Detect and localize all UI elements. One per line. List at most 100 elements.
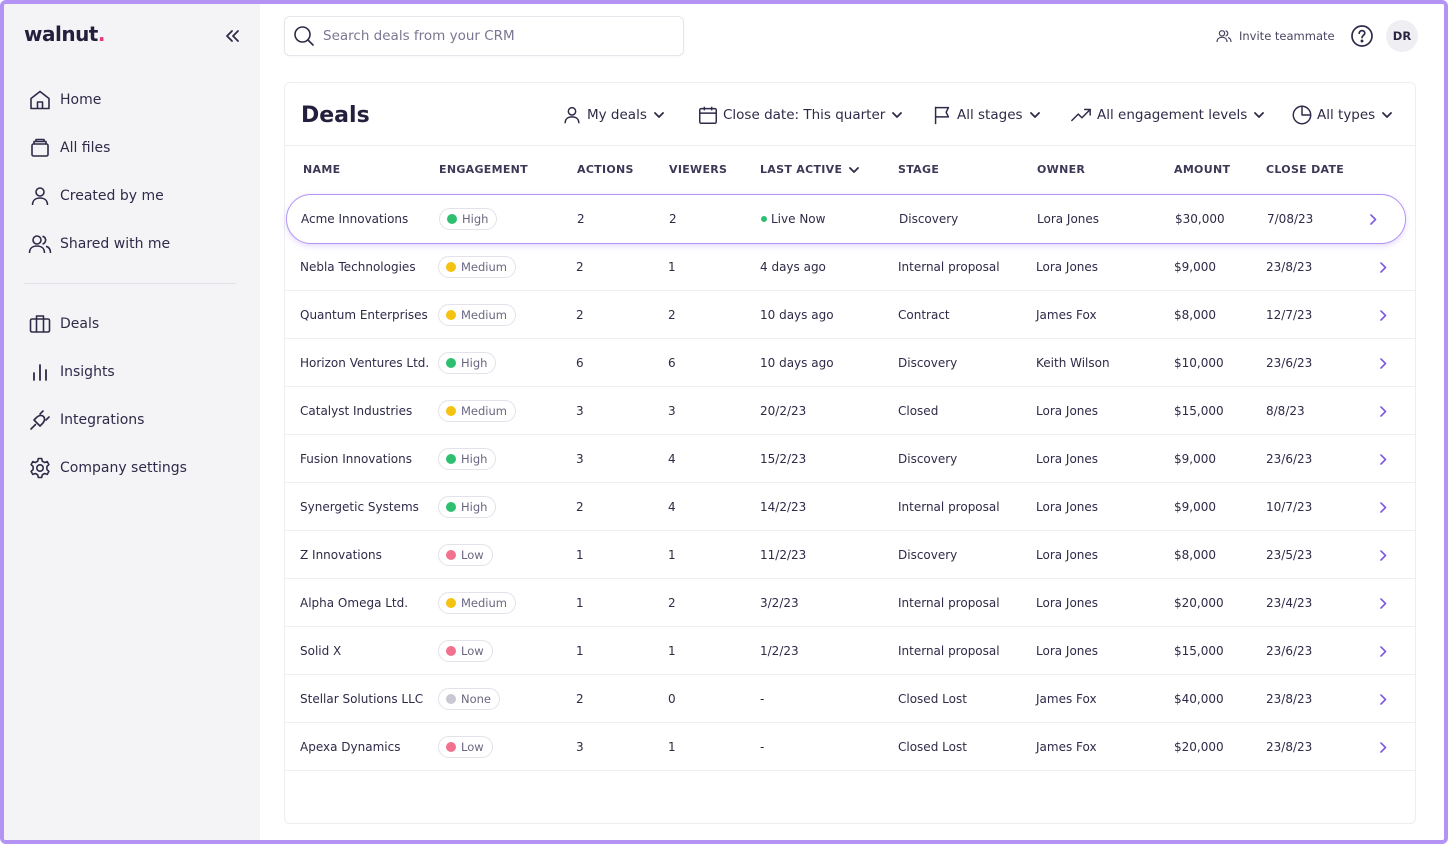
- actions-cell: 1: [576, 548, 584, 562]
- column-header-engagement[interactable]: ENGAGEMENT: [439, 163, 528, 176]
- column-header-stage[interactable]: STAGE: [898, 163, 940, 176]
- name-cell: Synergetic Systems: [300, 500, 419, 514]
- engagement-cell: Medium: [438, 579, 516, 627]
- column-header-name[interactable]: NAME: [303, 163, 341, 176]
- stage-cell: Contract: [898, 308, 950, 322]
- table-row[interactable]: Alpha Omega Ltd. Medium 1 2 3/2/23 Internal p…: [285, 579, 1415, 627]
- sidebar-item-integrations[interactable]: Integrations: [26, 404, 246, 436]
- engagement-cell: High: [438, 483, 497, 531]
- chevron-right-icon[interactable]: [1380, 339, 1387, 387]
- engagement-dot: [446, 742, 456, 752]
- table-row[interactable]: Acme Innovations High 2 2 Live Now Discovery L…: [286, 194, 1406, 244]
- amount-cell: $8,000: [1174, 548, 1216, 562]
- table-row[interactable]: Horizon Ventures Ltd. High 6 6 10 days ago Di…: [285, 339, 1415, 387]
- name-cell: Acme Innovations: [301, 212, 409, 226]
- search-input[interactable]: [323, 28, 663, 44]
- collapse-sidebar-button[interactable]: [220, 24, 244, 48]
- amount-cell: $15,000: [1174, 644, 1224, 658]
- engagement-label: Medium: [461, 308, 507, 322]
- close-date-cell: 8/8/23: [1266, 404, 1305, 418]
- table-row[interactable]: Z Innovations Low 1 1 11/2/23 Discovery Lora J…: [285, 531, 1415, 579]
- table-row[interactable]: Synergetic Systems High 2 4 14/2/23 Internal …: [285, 483, 1415, 531]
- sidebar-item-created-by-me[interactable]: Created by me: [26, 180, 246, 212]
- actions-cell: 2: [577, 212, 585, 226]
- last-active-cell: 15/2/23: [760, 452, 807, 466]
- viewers-cell: 1: [668, 644, 676, 658]
- engagement-dot: [446, 310, 456, 320]
- engagement-dot: [446, 358, 456, 368]
- sidebar-item-deals[interactable]: Deals: [26, 308, 246, 340]
- chevron-right-icon[interactable]: [1370, 195, 1377, 243]
- actions-cell: 6: [576, 356, 584, 370]
- chevron-right-icon[interactable]: [1380, 483, 1387, 531]
- filter-engagement-levels[interactable]: All engagement levels: [1069, 101, 1265, 129]
- chevron-right-icon[interactable]: [1380, 579, 1387, 627]
- chevron-down-icon: [1029, 112, 1040, 118]
- filter-close-date[interactable]: Close date: This quarter: [697, 101, 903, 129]
- column-header-close-date[interactable]: CLOSE DATE: [1266, 163, 1345, 176]
- table-row[interactable]: Solid X Low 1 1 1/2/23 Internal proposal Lora …: [285, 627, 1415, 675]
- filter-types[interactable]: All types: [1291, 101, 1393, 129]
- chevron-right-icon[interactable]: [1380, 291, 1387, 339]
- amount-cell: $10,000: [1174, 356, 1224, 370]
- avatar[interactable]: DR: [1386, 20, 1418, 52]
- close-date-cell: 23/6/23: [1266, 452, 1313, 466]
- filter-my-deals[interactable]: My deals: [561, 101, 664, 129]
- table-row[interactable]: Quantum Enterprises Medium 2 2 10 days ago Co…: [285, 291, 1415, 339]
- chevron-right-icon[interactable]: [1380, 627, 1387, 675]
- filter-stages[interactable]: All stages: [931, 101, 1040, 129]
- engagement-cell: High: [438, 435, 497, 483]
- sidebar-item-company-settings[interactable]: Company settings: [26, 452, 246, 484]
- engagement-dot: [446, 598, 456, 608]
- stage-cell: Closed Lost: [898, 740, 967, 754]
- table-row[interactable]: Stellar Solutions LLC None 2 0 - Closed Lost J…: [285, 675, 1415, 723]
- stage-cell: Internal proposal: [898, 260, 1000, 274]
- column-header-amount[interactable]: AMOUNT: [1174, 163, 1231, 176]
- table-row[interactable]: Apexa Dynamics Low 3 1 - Closed Lost James Fox…: [285, 723, 1415, 771]
- engagement-cell: Low: [438, 627, 493, 675]
- viewers-cell: 6: [668, 356, 676, 370]
- column-header-actions[interactable]: ACTIONS: [577, 163, 634, 176]
- last-active-cell: -: [760, 692, 765, 706]
- stage-cell: Internal proposal: [898, 596, 1000, 610]
- column-header-owner[interactable]: OWNER: [1037, 163, 1086, 176]
- main-content: Invite teammate DR Deals My deals Close …: [260, 4, 1444, 840]
- viewers-cell: 1: [668, 548, 676, 562]
- search-bar[interactable]: [284, 16, 684, 56]
- invite-teammate-button[interactable]: Invite teammate: [1215, 26, 1335, 46]
- engagement-dot: [447, 214, 457, 224]
- sidebar-item-shared-with-me[interactable]: Shared with me: [26, 228, 246, 260]
- help-icon: [1351, 25, 1373, 47]
- users-icon: [1216, 30, 1232, 43]
- walnut-logo[interactable]: walnut.: [24, 22, 105, 46]
- chevron-right-icon[interactable]: [1380, 723, 1387, 771]
- chevron-right-icon[interactable]: [1380, 675, 1387, 723]
- help-button[interactable]: [1350, 24, 1374, 48]
- chevron-right-icon[interactable]: [1380, 435, 1387, 483]
- column-header-viewers[interactable]: VIEWERS: [669, 163, 728, 176]
- name-cell: Fusion Innovations: [300, 452, 412, 466]
- column-header-last-active[interactable]: LAST ACTIVE: [760, 163, 860, 176]
- owner-cell: Lora Jones: [1037, 212, 1100, 226]
- chevron-right-icon[interactable]: [1380, 387, 1387, 435]
- chevron-right-icon[interactable]: [1380, 243, 1387, 291]
- last-active-label: Live Now: [771, 212, 826, 226]
- engagement-label: High: [461, 452, 488, 466]
- engagement-label: High: [461, 356, 488, 370]
- home-icon: [26, 86, 54, 114]
- table-row[interactable]: Catalyst Industries Medium 3 3 20/2/23 Closed…: [285, 387, 1415, 435]
- sidebar-item-label: Home: [60, 92, 102, 108]
- sidebar-item-home[interactable]: Home: [26, 84, 246, 116]
- amount-cell: $9,000: [1174, 452, 1216, 466]
- engagement-label: Low: [461, 548, 484, 562]
- chevron-right-icon[interactable]: [1380, 531, 1387, 579]
- last-active-cell: 3/2/23: [760, 596, 799, 610]
- stage-cell: Internal proposal: [898, 644, 1000, 658]
- close-date-cell: 23/8/23: [1266, 740, 1313, 754]
- header-divider: [285, 145, 1415, 146]
- table-row[interactable]: Fusion Innovations High 3 4 15/2/23 Discovery…: [285, 435, 1415, 483]
- sidebar-item-all-files[interactable]: All files: [26, 132, 246, 164]
- sidebar-item-insights[interactable]: Insights: [26, 356, 246, 388]
- table-row[interactable]: Nebla Technologies Medium 2 1 4 days ago Inte…: [285, 243, 1415, 291]
- name-cell: Quantum Enterprises: [300, 308, 428, 322]
